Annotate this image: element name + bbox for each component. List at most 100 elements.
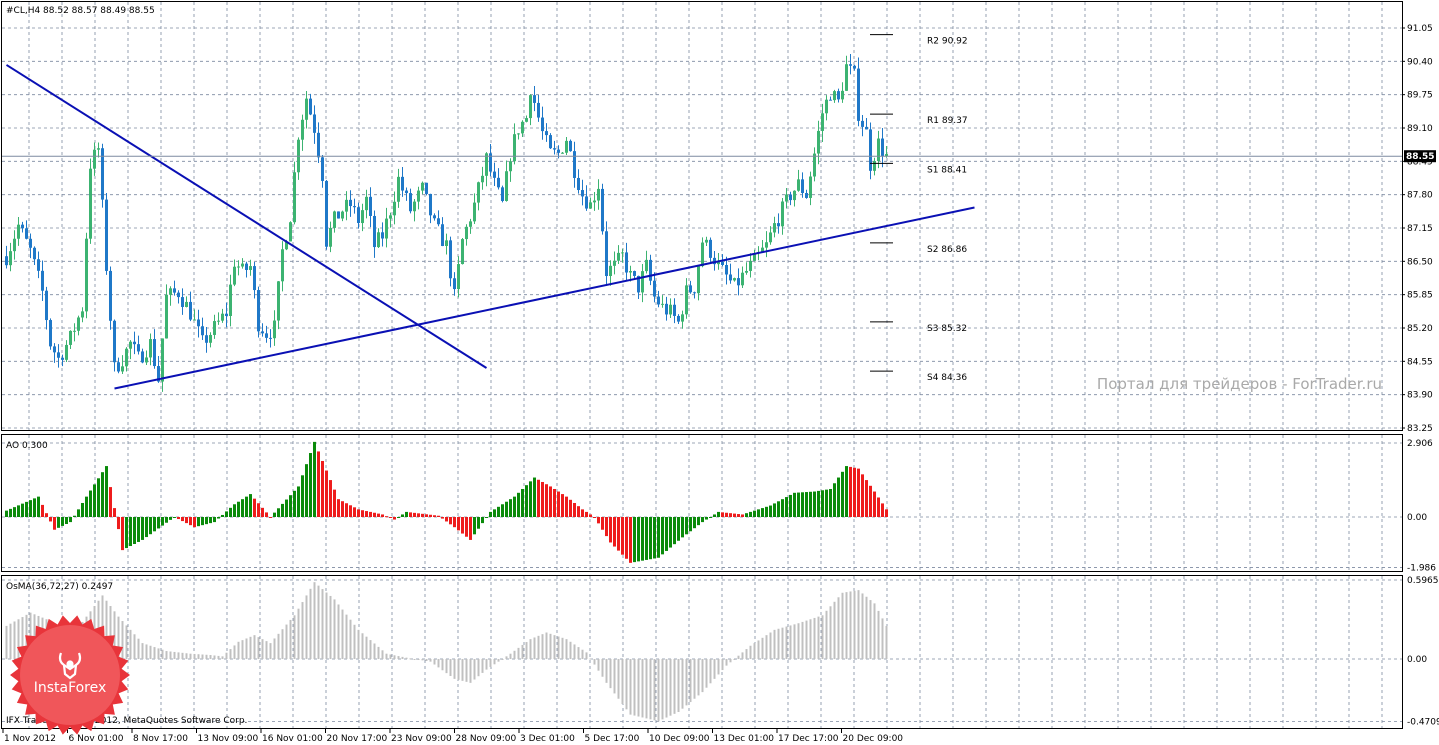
ao-bar <box>753 510 756 517</box>
osma-bar <box>529 639 532 659</box>
candle-body <box>765 242 768 248</box>
osma-bar <box>273 638 276 659</box>
candle-body <box>745 270 748 273</box>
candle-body <box>801 179 804 194</box>
osma-bar <box>777 628 780 659</box>
osma-bar <box>689 659 692 703</box>
ao-bar <box>305 464 308 517</box>
candle-body <box>313 114 316 133</box>
candle-body <box>521 121 524 134</box>
ao-bar <box>725 512 728 517</box>
ao-bar <box>81 502 84 517</box>
ao-bar <box>769 505 772 517</box>
candle-body <box>237 266 240 268</box>
osma-bar <box>21 617 24 659</box>
ao-bar <box>149 517 152 535</box>
ao-bar <box>521 488 524 517</box>
candle-body <box>345 199 348 212</box>
osma-bar <box>257 637 260 659</box>
date-tick-label: 10 Dec 09:00 <box>649 734 710 744</box>
ao-bar <box>497 506 500 517</box>
candle-body <box>273 320 276 339</box>
candle-body <box>605 231 608 277</box>
ao-bar <box>333 489 336 517</box>
candle-body <box>833 91 836 101</box>
osma-bar <box>685 659 688 706</box>
ao-bar <box>445 517 448 522</box>
candle-body <box>565 140 568 153</box>
candle-body <box>197 319 200 327</box>
candle-body <box>881 138 884 156</box>
osma-bar <box>205 654 208 659</box>
osma-bar <box>177 652 180 659</box>
candle-body <box>321 157 324 181</box>
candle-body <box>613 260 616 266</box>
ao-bar <box>729 513 732 517</box>
osma-bar <box>481 659 484 673</box>
osma-bar <box>537 635 540 659</box>
watermark-text: Портал для трейдеров - ForTrader.ru <box>1097 375 1382 393</box>
ao-bar <box>613 517 616 547</box>
ao-bar <box>477 517 480 529</box>
osma-bar <box>465 659 468 682</box>
logo-text: InstaForex <box>34 680 107 696</box>
candle-body <box>517 133 520 135</box>
osma-bar <box>245 638 248 659</box>
osma-bar <box>253 635 256 659</box>
candle-body <box>637 275 640 293</box>
ao-bar <box>41 504 44 517</box>
candle-body <box>657 296 660 305</box>
pivot-levels: R2 90.92 R1 89.37 S1 88.41 S2 86.86 S3 85.32… <box>870 34 968 383</box>
candle-body <box>109 270 112 321</box>
candle-body <box>665 303 668 315</box>
ao-bar <box>785 497 788 517</box>
ao-histogram <box>5 441 888 563</box>
ao-label: AO 0.300 <box>6 441 48 451</box>
candle-body <box>577 177 580 191</box>
ao-bar <box>325 470 328 517</box>
candle-body <box>33 247 36 260</box>
osma-bar <box>321 589 324 659</box>
ao-bar <box>181 517 184 522</box>
ao-bar <box>313 441 316 517</box>
ao-bar <box>681 517 684 538</box>
candle-body <box>73 330 76 332</box>
ao-bar <box>833 483 836 517</box>
osma-bar <box>193 653 196 659</box>
candle-body <box>601 188 604 232</box>
osma-bar <box>613 659 616 694</box>
candle-body <box>369 196 372 216</box>
candle-body <box>257 290 260 332</box>
candle-body <box>17 224 20 239</box>
osma-bar <box>533 637 536 659</box>
ao-bar <box>593 517 596 518</box>
osma-bar <box>117 616 120 659</box>
ao-bar <box>209 517 212 524</box>
ao-bar <box>605 517 608 537</box>
candle-body <box>777 223 780 227</box>
price-tick-label: 83.25 <box>1407 424 1433 434</box>
candle-body <box>225 313 228 316</box>
osma-bar <box>877 610 880 659</box>
ao-bar <box>153 517 156 532</box>
osma-bar <box>833 601 836 659</box>
ao-bar <box>841 471 844 517</box>
ao-bar <box>69 517 72 523</box>
date-tick-label: 16 Nov 01:00 <box>262 734 323 744</box>
ao-bar <box>337 499 340 517</box>
osma-bar <box>457 659 460 680</box>
ao-bar <box>433 515 436 517</box>
candle-body <box>477 182 480 203</box>
ao-bar <box>297 486 300 517</box>
candle-body <box>413 201 416 212</box>
osma-bar <box>317 585 320 659</box>
candle-body <box>549 135 552 149</box>
ao-bar <box>577 506 580 517</box>
price-tick-label: 84.55 <box>1407 357 1433 367</box>
osma-bar <box>753 643 756 659</box>
ao-bar <box>541 481 544 517</box>
osma-bar <box>625 659 628 710</box>
ao-bar <box>637 517 640 562</box>
candle-body <box>137 344 140 352</box>
